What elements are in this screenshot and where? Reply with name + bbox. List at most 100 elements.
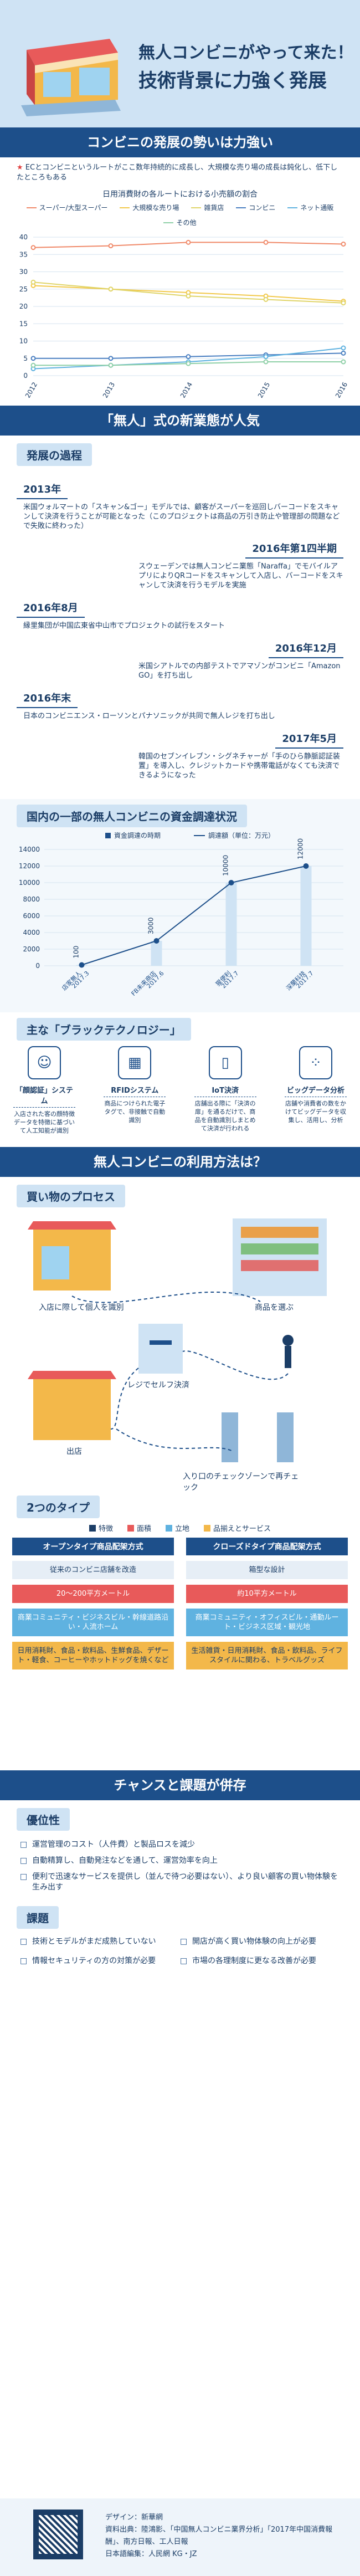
data-point xyxy=(30,362,36,368)
pros-item: 運営管理のコスト（人件費）と製品ロスを減少 xyxy=(20,1840,340,1850)
timeline-item: 2016年末 日本のコンビニエンス・ローソンとパナソニックが共同で無人レジを打ち出… xyxy=(17,688,343,721)
legend-swatch xyxy=(105,833,111,838)
growth-note: ★ ECとコンビニというルートがここ数年持続的に成長し、大規模な売り場の成長は鈍… xyxy=(0,157,360,188)
y-tick-label: 35 xyxy=(19,250,28,258)
data-point xyxy=(186,239,191,245)
timeline-text: 韓国のセブンイレブン・シグネチャーが「手のひら静脈認証装置」を導入し、クレジット… xyxy=(138,752,340,780)
data-point xyxy=(30,279,36,285)
y-tick-label: 15 xyxy=(19,320,28,327)
legend-entry: コンビニ xyxy=(236,203,275,212)
line-chart-legend: スーパー/大型スーパー 大規模な売り場 雑貨店 コンビニ ネット通販 その他 xyxy=(0,203,360,232)
tech-card: ⁘ ビッグデータ分析 店舗や消費者の数をかけてビッグデータを収集し、活用し、分析 xyxy=(284,1046,347,1135)
face-scan-icon: ☺ xyxy=(28,1046,61,1079)
cons-list: 技術とモデルがまだ成熟していない 開店が高く買い物体験の向上が必要 情報セキュリ… xyxy=(0,1929,360,1974)
convenience-store-icon xyxy=(21,39,121,116)
y-tick-label: 12000 xyxy=(19,862,40,870)
open-type-area: 20〜200平方メートル xyxy=(12,1585,174,1603)
cons-item: 開店が高く買い物体験の向上が必要 xyxy=(180,1937,340,1947)
data-point xyxy=(263,359,269,365)
funding-chart: 資金調達の時期 調達額（単位：万元） 0 2000 4000 6000 8000 10000 1… xyxy=(19,831,343,997)
process-diagram: 入店に際して個人を識別 商品を選ぶ レジでセルフ決済 出店 入り口のチェックゾー… xyxy=(0,1207,360,1496)
tech-desc: 商品につけられた電子タグで、非接触で自動識別 xyxy=(104,1097,166,1124)
types-legend-feature: 特徴 xyxy=(89,1523,113,1533)
y-tick-label: 10 xyxy=(19,337,28,345)
hero-header: 無人コンビニがやって来た！ 技術背景に力強く発展 xyxy=(0,0,360,127)
closed-type-area: 約10平方メートル xyxy=(186,1585,348,1603)
data-label: 3000 xyxy=(147,917,155,934)
sub-heading-process: 買い物のプロセス xyxy=(17,1185,125,1207)
data-point xyxy=(30,245,36,250)
bar xyxy=(300,866,312,966)
legend-entry: スーパー/大型スーパー xyxy=(26,203,107,212)
y-tick-label: 0 xyxy=(23,372,28,380)
timeline-item: 2013年 米国ウォルマートの「スキャン&ゴー」モデルでは、顧客がスーパーを巡回し… xyxy=(17,479,343,531)
tech-row: ☺ 「顔認証」システム入店された客の顔特徴データを特徴に基づいて人工知能が識別 ▦ R… xyxy=(0,1041,360,1140)
section-growth: コンビニの発展の勢いは力強い ★ ECとコンビニというルートがここ数年持続的に成… xyxy=(0,127,360,400)
x-tick-label: 2012 xyxy=(24,381,39,398)
page-title-line2: 技術背景に力強く発展 xyxy=(138,70,327,92)
types-legend-area: 面積 xyxy=(127,1523,151,1533)
tech-card: ▯ IoT決済店舗出る際に「決済の扉」を通るだけで、商品を自動識別しまとめて決済が… xyxy=(194,1046,256,1135)
data-point xyxy=(341,345,346,351)
line-chart: 0 5 10 15 20 25 30 35 40 2012 2013 2014 2015 2016 xyxy=(19,233,349,400)
rfid-tag-icon: ▦ xyxy=(118,1046,152,1079)
tech-name: 「顔認証」システム xyxy=(15,1087,73,1105)
bar xyxy=(225,883,237,966)
data-point xyxy=(263,239,269,245)
legend-entry: 大規模な売り場 xyxy=(120,203,179,212)
data-point xyxy=(186,293,191,299)
y-tick-label: 10000 xyxy=(19,879,40,887)
footer-credits: デザイン：新華網 資料出典：陸鴻影、「中国無人コンビニ業界分析」「2017年中国… xyxy=(105,2512,338,2560)
tech-name: IoT決済 xyxy=(212,1087,239,1095)
legend-entry: 雑貨店 xyxy=(191,203,224,212)
timeline-year: 2016年末 xyxy=(17,688,78,708)
big-data-icon: ⁘ xyxy=(299,1046,332,1079)
tech-desc: 店舗出る際に「決済の扉」を通るだけで、商品を自動識別しまとめて決済が行われる xyxy=(194,1097,256,1133)
section-usage: 無人コンビニの利用方法は？ 買い物のプロセス xyxy=(0,1147,360,1770)
footer-source: 資料出典：陸鴻影、「中国無人コンビニ業界分析」「2017年中国消費報酬」、南方日… xyxy=(105,2526,333,2546)
legend-entry: その他 xyxy=(163,218,197,227)
x-tick-label: 2014 xyxy=(179,381,194,398)
tech-name: RFIDシステム xyxy=(111,1087,159,1095)
process-step-3: レジでセルフ決済 xyxy=(127,1381,189,1390)
timeline: 2013年 米国ウォルマートの「スキャン&ゴー」モデルでは、顧客がスーパーを巡回し… xyxy=(0,466,360,799)
iot-phone-icon: ▯ xyxy=(208,1046,242,1079)
page-title-line1: 無人コンビニがやって来た！ xyxy=(138,43,354,63)
y-tick-label: 20 xyxy=(19,303,28,310)
timeline-text: スウェーデンでは無人コンビニ業態「Naraffa」でモバイルアプリによりQRコー… xyxy=(138,562,343,590)
series-line xyxy=(81,866,306,966)
pros-item: 便利で迅速なサービスを提供し（並んで待つ必要はない）、より良い顧客の買い物体験を… xyxy=(20,1872,340,1893)
legend-label: 資金調達の時期 xyxy=(114,831,161,839)
section-funding: 国内の一部の無人コンビニの資金調達状況 資金調達の時期 調達額（単位：万元） 0 20… xyxy=(0,799,360,1012)
bar xyxy=(151,941,162,966)
x-tick-label: 2015 xyxy=(256,381,271,398)
qr-code-icon xyxy=(33,2510,83,2559)
section-new-format: 「無人」式の新業態が人気 発展の過程 2013年 米国ウォルマートの「スキャン&ゴ… xyxy=(0,406,360,799)
data-point xyxy=(341,300,346,306)
sub-heading-pros: 優位性 xyxy=(17,1808,70,1831)
data-point xyxy=(108,362,114,368)
y-tick-label: 5 xyxy=(23,355,28,362)
cons-item: 情報セキュリティの方の対策が必要 xyxy=(20,1956,180,1966)
tech-name: ビッグデータ分析 xyxy=(286,1087,344,1095)
timeline-year: 2017年5月 xyxy=(275,729,343,749)
tech-card: ☺ 「顔認証」システム入店された客の顔特徴データを特徴に基づいて人工知能が識別 xyxy=(13,1046,75,1135)
y-tick-label: 25 xyxy=(19,285,28,293)
types-legend: 特徴 面積 立地 品揃えとサービス xyxy=(0,1518,360,1538)
types-legend-location: 立地 xyxy=(166,1523,189,1533)
closed-type-head: クローズドタイプ商品配架方式 xyxy=(186,1538,348,1555)
y-tick-label: 0 xyxy=(35,962,40,970)
data-label: 12000 xyxy=(297,838,305,859)
open-type-column: オープンタイプ商品配架方式 従来のコンビニ店舗を改造 20〜200平方メートル … xyxy=(12,1538,174,1669)
sub-heading-history: 発展の過程 xyxy=(17,443,92,466)
timeline-year: 2016年第1四半期 xyxy=(245,539,343,559)
process-step-1: 入店に際して個人を識別 xyxy=(39,1303,124,1312)
footer-design: デザイン：新華網 xyxy=(105,2513,163,2522)
tech-desc: 入店された客の顔特徴データを特徴に基づいて人工知能が識別 xyxy=(13,1107,75,1135)
closed-type-column: クローズドタイプ商品配架方式 箱型な設計 約10平方メートル 商業コミュニティ・… xyxy=(186,1538,348,1669)
y-tick-label: 6000 xyxy=(23,912,40,920)
x-tick-label: 2016 xyxy=(334,381,349,398)
line-chart-title: 日用消費財の各ルートにおける小売額の割合 xyxy=(102,190,258,199)
open-type-service: 日用消耗財、食品・飲料品、生鮮食品、デザート・軽食、コーヒーやホットドッグを焼く… xyxy=(12,1642,174,1669)
